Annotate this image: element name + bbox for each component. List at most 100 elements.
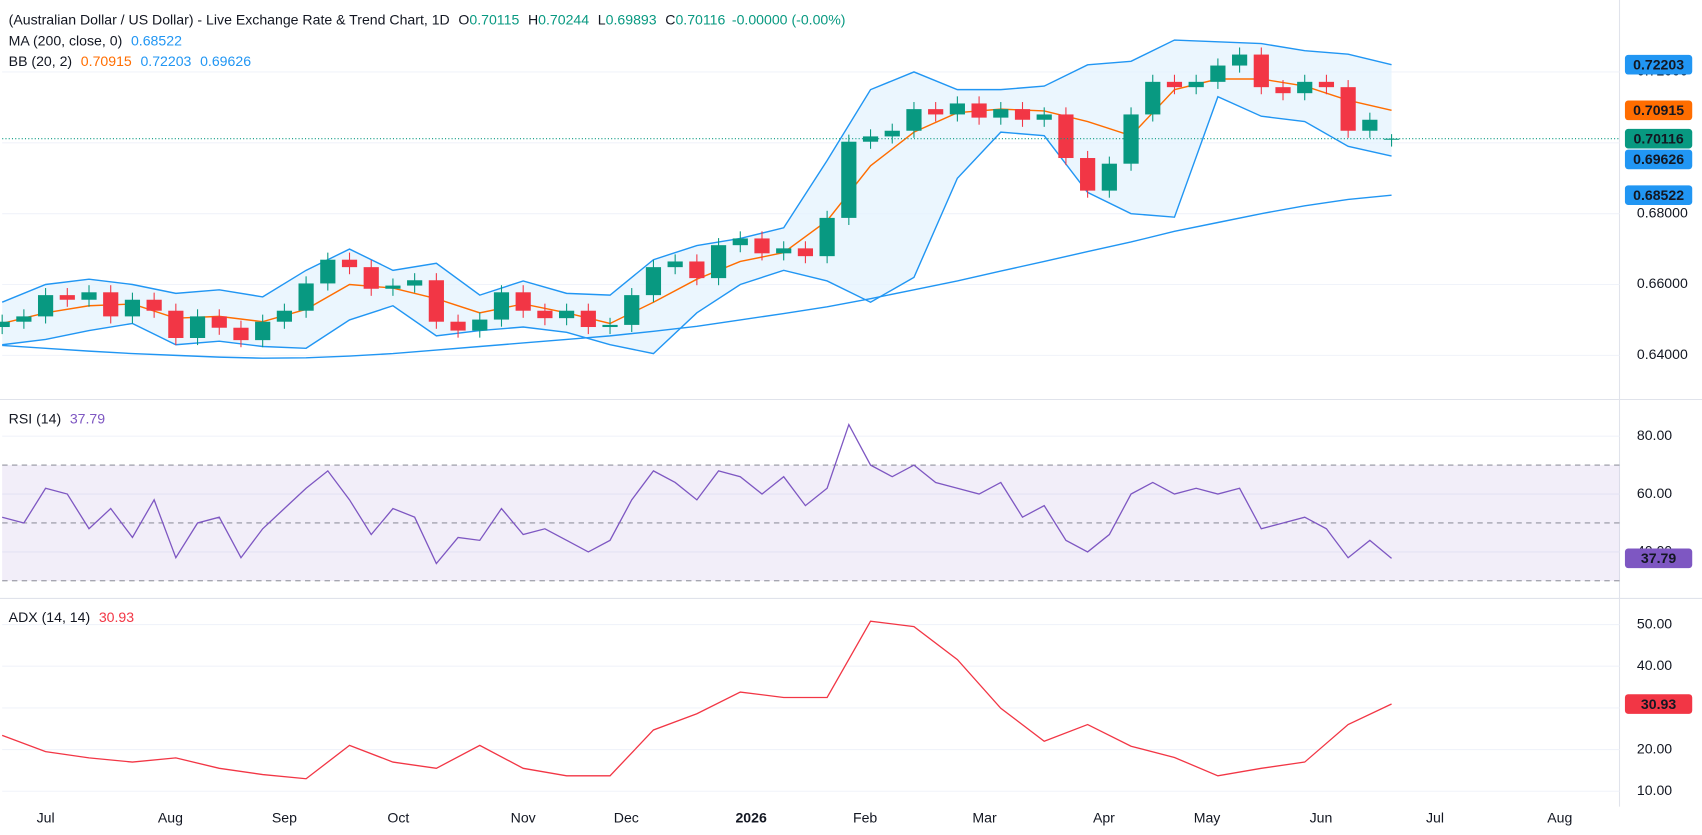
y-tick-label: 0.64000	[1637, 346, 1688, 362]
candle-body	[667, 261, 683, 268]
candle-body	[1318, 81, 1335, 88]
indicator-value: 0.69626	[200, 53, 251, 69]
indicator-line	[2, 95, 1392, 355]
ohlc-label: H	[528, 11, 538, 27]
x-tick-label: May	[1194, 809, 1222, 825]
indicator-line	[2, 194, 1392, 359]
indicator-value: 0.72203	[140, 53, 191, 69]
y-tick-label: 0.68000	[1637, 204, 1688, 220]
x-tick-label: Jul	[1426, 809, 1444, 825]
candle-body	[37, 295, 54, 317]
candle-body	[255, 321, 271, 341]
indicator-name: MA (200, close, 0)	[9, 32, 123, 48]
candle-body	[81, 292, 97, 300]
candle-body	[884, 130, 900, 137]
price-badge-label: 0.72203	[1633, 57, 1684, 73]
indicator-name: BB (20, 2)	[9, 53, 72, 69]
candle-body	[841, 141, 857, 218]
price-badge	[1624, 149, 1693, 170]
price-badge	[1624, 694, 1693, 714]
candle-body	[211, 316, 227, 328]
x-tick-label: Sep	[272, 809, 297, 825]
legend: (Australian Dollar / US Dollar) - Live E…	[9, 11, 846, 27]
candle-body	[493, 292, 510, 320]
candle-body	[710, 245, 727, 279]
price-badge	[1624, 548, 1693, 569]
candle-body	[189, 316, 206, 339]
ohlc-label: C	[665, 11, 675, 27]
candle-body	[233, 327, 249, 341]
candle-body	[1231, 54, 1248, 66]
y-tick-label: 50.00	[1637, 615, 1672, 631]
candle-body	[971, 103, 987, 118]
candle-body	[1123, 114, 1139, 164]
candle-body	[407, 280, 423, 286]
price-badge-label: 37.79	[1641, 550, 1676, 566]
candle-body	[689, 261, 705, 279]
candle-body	[559, 310, 575, 319]
candle-body	[363, 267, 379, 289]
candle-body	[993, 109, 1009, 118]
price-badge-label: 0.70915	[1633, 102, 1684, 118]
candle-body	[1014, 109, 1031, 120]
x-tick-label: Aug	[158, 809, 183, 825]
candle-body	[776, 248, 792, 254]
candle-body	[949, 103, 965, 115]
y-tick-label: 0.66000	[1637, 275, 1688, 291]
candle-body	[168, 310, 184, 339]
price-badge	[1624, 100, 1693, 121]
x-tick-label: Nov	[511, 809, 537, 825]
candle-body	[1253, 54, 1269, 88]
ohlc-value: 0.70116	[675, 11, 725, 27]
candle-body	[1340, 87, 1356, 131]
candle-body	[1101, 163, 1117, 191]
candle-body	[1275, 87, 1291, 94]
ohlc-label: O	[458, 11, 469, 27]
x-tick-label: Jun	[1310, 809, 1333, 825]
x-tick-label: Jul	[37, 809, 55, 825]
x-tick-label: Dec	[614, 809, 639, 825]
candle-body	[124, 299, 141, 317]
candle-body	[103, 292, 119, 317]
indicator-value: 0.68522	[131, 32, 182, 48]
x-tick-label: 2026	[735, 809, 766, 825]
candle-body	[819, 217, 835, 257]
y-tick-label: 10.00	[1637, 782, 1672, 798]
x-tick-label: Mar	[972, 809, 997, 825]
candle-body	[1080, 158, 1096, 191]
candle-body	[862, 136, 879, 142]
price-badge-label: 0.69626	[1633, 151, 1684, 167]
title: (Australian Dollar / US Dollar) - Live E…	[9, 11, 450, 27]
indicator-value: 0.70915	[81, 53, 132, 69]
candle-body	[472, 319, 488, 331]
candle-body	[320, 259, 336, 284]
candle-body	[1145, 81, 1161, 115]
ohlc-label: L	[598, 11, 606, 27]
candle-body	[385, 285, 401, 289]
candle-body	[1036, 114, 1052, 120]
ohlc-value: 0.70244	[538, 11, 589, 27]
price-badge-label: 0.68522	[1633, 187, 1684, 203]
price-badge-label: 0.70116	[1633, 130, 1683, 146]
x-tick-label: Apr	[1093, 809, 1115, 825]
candle-body	[1188, 81, 1204, 88]
indicator-line	[1, 620, 1392, 780]
candle-body	[341, 259, 358, 268]
candle-body	[1297, 81, 1313, 94]
indicator-line	[2, 422, 1392, 565]
candle-body	[732, 238, 748, 246]
change: -0.00000 (-0.00%)	[732, 11, 846, 27]
candle-body	[1383, 138, 1400, 140]
candle-body	[1362, 119, 1378, 131]
candle-body	[906, 109, 922, 131]
legend: BB (20, 2) 0.70915 0.72203 0.69626	[9, 53, 252, 69]
candle-body	[1166, 81, 1183, 88]
indicator-value: 37.79	[70, 410, 105, 426]
indicator-name: RSI (14)	[9, 410, 61, 426]
candle-body	[1210, 65, 1226, 82]
indicator-value: 30.93	[99, 609, 134, 625]
candle-body	[298, 283, 314, 311]
candle-body	[428, 280, 444, 322]
price-badge	[1624, 185, 1693, 205]
